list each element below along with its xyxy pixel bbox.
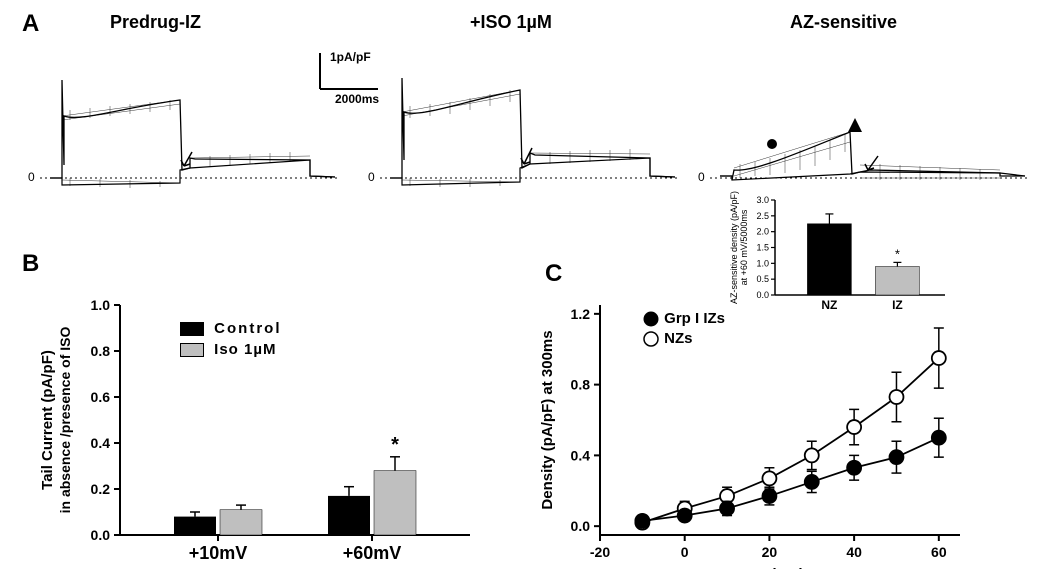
svg-text:0.0: 0.0 (756, 290, 769, 300)
svg-text:AZ-sensitive density (pA/pF): AZ-sensitive density (pA/pF) (729, 191, 739, 304)
inset-chart: 0.0 0.5 1.0 1.5 2.0 2.5 3.0 AZ-sensitive densit… (0, 0, 1050, 320)
svg-text:NZ: NZ (821, 298, 837, 312)
svg-text:0.8: 0.8 (571, 377, 591, 393)
svg-text:at +60 mV/5000ms: at +60 mV/5000ms (739, 209, 749, 285)
svg-text:2.5: 2.5 (756, 211, 769, 221)
legend-row-nz: NZs (642, 330, 725, 348)
svg-text:0.0: 0.0 (571, 518, 591, 534)
svg-text:0.5: 0.5 (756, 274, 769, 284)
legend-label-nz: NZs (664, 330, 692, 347)
svg-text:*: * (895, 246, 900, 261)
svg-text:40: 40 (846, 544, 862, 560)
svg-text:Density (pA/pF) at 300ms: Density (pA/pF) at 300ms (539, 330, 556, 509)
svg-text:1.5: 1.5 (756, 243, 769, 253)
svg-text:60: 60 (931, 544, 947, 560)
svg-text:0: 0 (681, 544, 689, 560)
svg-text:20: 20 (762, 544, 778, 560)
svg-text:0.4: 0.4 (571, 447, 591, 463)
svg-text:-20: -20 (590, 544, 610, 560)
svg-text:3.0: 3.0 (756, 195, 769, 205)
svg-text:1.0: 1.0 (756, 258, 769, 268)
svg-text:2.0: 2.0 (756, 227, 769, 237)
svg-text:IZ: IZ (892, 298, 903, 312)
